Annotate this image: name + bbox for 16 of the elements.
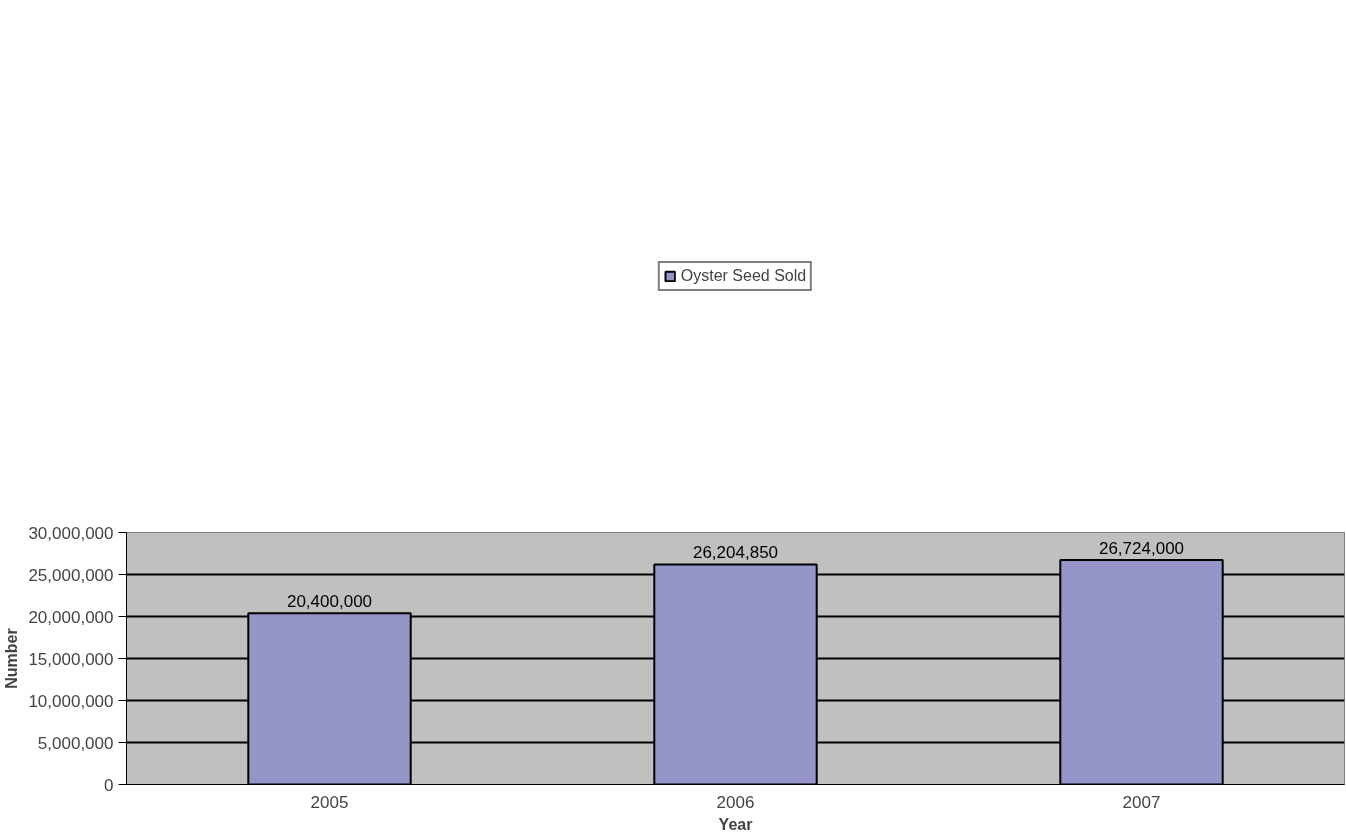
y-tick-label: 10,000,000 xyxy=(28,691,114,711)
y-tick-label: 30,000,000 xyxy=(28,523,114,543)
x-tick-label: 2006 xyxy=(716,792,755,812)
data-label: 20,400,000 xyxy=(286,592,373,612)
data-label: 26,204,850 xyxy=(692,543,779,563)
y-tick-label: 15,000,000 xyxy=(28,649,114,669)
y-tick-label: 5,000,000 xyxy=(37,733,114,753)
y-tick-label: 20,000,000 xyxy=(28,607,114,627)
y-axis-title: Number xyxy=(3,628,21,689)
y-tick-label: 25,000,000 xyxy=(28,565,114,585)
x-axis-title: Year xyxy=(718,815,753,833)
x-tick-label: 2007 xyxy=(1122,792,1161,812)
x-tick-label: 2005 xyxy=(310,792,349,812)
legend-label: Oyster Seed Sold xyxy=(680,267,807,285)
data-label: 26,724,000 xyxy=(1098,539,1185,559)
y-tick-label: 0 xyxy=(104,775,114,795)
